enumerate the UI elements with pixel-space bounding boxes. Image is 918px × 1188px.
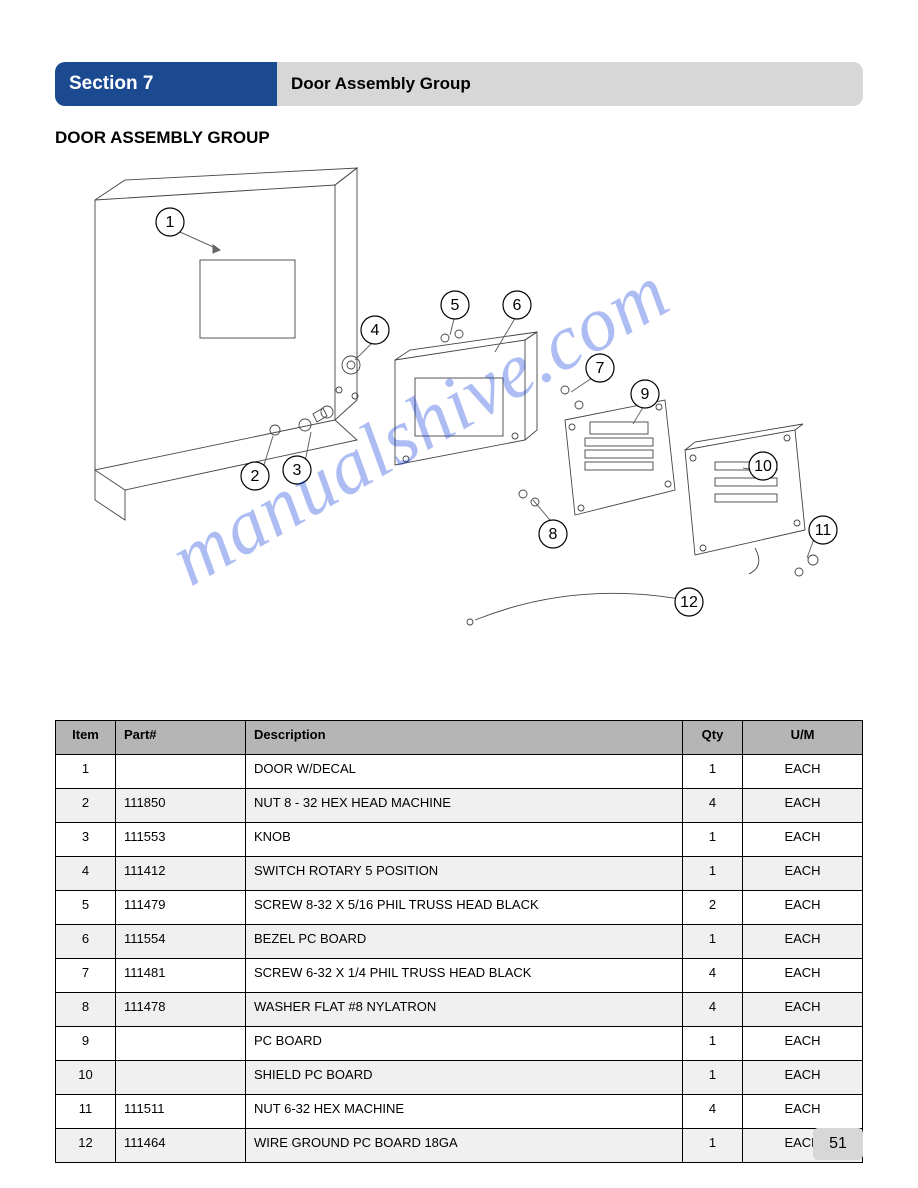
cell: EACH xyxy=(743,993,863,1027)
cell: EACH xyxy=(743,1061,863,1095)
cell: 4 xyxy=(683,959,743,993)
cell: EACH xyxy=(743,755,863,789)
callout-label-2: 2 xyxy=(251,468,260,485)
table-row: 12111464WIRE GROUND PC BOARD 18GA1EACH xyxy=(56,1129,863,1163)
cell: BEZEL PC BOARD xyxy=(246,925,683,959)
table-row: 11111511NUT 6-32 HEX MACHINE4EACH xyxy=(56,1095,863,1129)
table-row: 7111481SCREW 6-32 X 1/4 PHIL TRUSS HEAD … xyxy=(56,959,863,993)
table-row: 4111412SWITCH ROTARY 5 POSITION1EACH xyxy=(56,857,863,891)
table-row: 6111554BEZEL PC BOARD1EACH xyxy=(56,925,863,959)
table-row: 2111850NUT 8 - 32 HEX HEAD MACHINE4EACH xyxy=(56,789,863,823)
callout-label-3: 3 xyxy=(293,462,302,479)
cell: 1 xyxy=(56,755,116,789)
callout-label-6: 6 xyxy=(513,297,522,314)
cell: EACH xyxy=(743,857,863,891)
table-row: 8111478WASHER FLAT #8 NYLATRON4EACH xyxy=(56,993,863,1027)
cell: 3 xyxy=(56,823,116,857)
cell: SWITCH ROTARY 5 POSITION xyxy=(246,857,683,891)
table-row: 1DOOR W/DECAL1EACH xyxy=(56,755,863,789)
cell: 9 xyxy=(56,1027,116,1061)
cell: EACH xyxy=(743,1095,863,1129)
header-group-title: Door Assembly Group xyxy=(277,62,863,106)
cell: 2 xyxy=(683,891,743,925)
cell: 111554 xyxy=(116,925,246,959)
header-section: Section 7 xyxy=(55,62,277,106)
cell: 7 xyxy=(56,959,116,993)
cell: 4 xyxy=(683,789,743,823)
hdr-qty: Qty xyxy=(683,721,743,755)
cell: WIRE GROUND PC BOARD 18GA xyxy=(246,1129,683,1163)
cell: 1 xyxy=(683,1061,743,1095)
cell xyxy=(116,755,246,789)
parts-table-body: 1DOOR W/DECAL1EACH2111850NUT 8 - 32 HEX … xyxy=(56,755,863,1163)
callout-label-1: 1 xyxy=(166,214,175,231)
header-bar: Section 7 Door Assembly Group xyxy=(55,62,863,106)
cell: DOOR W/DECAL xyxy=(246,755,683,789)
callout-label-5: 5 xyxy=(451,297,460,314)
table-row: 3111553KNOB1EACH xyxy=(56,823,863,857)
cell: 1 xyxy=(683,823,743,857)
section-title: DOOR ASSEMBLY GROUP xyxy=(55,128,270,148)
cell: EACH xyxy=(743,925,863,959)
callout-label-7: 7 xyxy=(596,360,605,377)
callout-label-11: 11 xyxy=(815,522,832,539)
cell: 6 xyxy=(56,925,116,959)
hdr-desc: Description xyxy=(246,721,683,755)
cell: EACH xyxy=(743,959,863,993)
callout-label-9: 9 xyxy=(641,386,650,403)
cell xyxy=(116,1061,246,1095)
cell: 111479 xyxy=(116,891,246,925)
hdr-uom: U/M xyxy=(743,721,863,755)
cell: EACH xyxy=(743,789,863,823)
cell: 111850 xyxy=(116,789,246,823)
callout-label-12: 12 xyxy=(680,594,698,611)
callout-label-8: 8 xyxy=(549,526,558,543)
exploded-diagram: 123456789101112 xyxy=(55,160,855,680)
cell: KNOB xyxy=(246,823,683,857)
cell: 1 xyxy=(683,1129,743,1163)
cell: EACH xyxy=(743,823,863,857)
cell: 111464 xyxy=(116,1129,246,1163)
cell: PC BOARD xyxy=(246,1027,683,1061)
cell: NUT 6-32 HEX MACHINE xyxy=(246,1095,683,1129)
cell: 1 xyxy=(683,857,743,891)
cell: SHIELD PC BOARD xyxy=(246,1061,683,1095)
cell: 111553 xyxy=(116,823,246,857)
cell: 4 xyxy=(683,1095,743,1129)
table-row: 9 PC BOARD1EACH xyxy=(56,1027,863,1061)
cell: 4 xyxy=(56,857,116,891)
table-row: 10 SHIELD PC BOARD1EACH xyxy=(56,1061,863,1095)
hdr-part: Part# xyxy=(116,721,246,755)
cell: 111412 xyxy=(116,857,246,891)
callouts: 123456789101112 xyxy=(156,208,837,616)
cell: 12 xyxy=(56,1129,116,1163)
cell: 111481 xyxy=(116,959,246,993)
parts-table: Item Part# Description Qty U/M 1DOOR W/D… xyxy=(55,720,863,1163)
callout-label-10: 10 xyxy=(754,458,772,475)
cell: 1 xyxy=(683,755,743,789)
cell: EACH xyxy=(743,1027,863,1061)
cell: 1 xyxy=(683,925,743,959)
page-number: 51 xyxy=(813,1128,863,1160)
hdr-item: Item xyxy=(56,721,116,755)
cell: 111478 xyxy=(116,993,246,1027)
cell: 4 xyxy=(683,993,743,1027)
cell: 2 xyxy=(56,789,116,823)
cell: 10 xyxy=(56,1061,116,1095)
cell: WASHER FLAT #8 NYLATRON xyxy=(246,993,683,1027)
callout-label-4: 4 xyxy=(371,322,380,339)
cell: 11 xyxy=(56,1095,116,1129)
cell: 8 xyxy=(56,993,116,1027)
cell: 1 xyxy=(683,1027,743,1061)
cell: NUT 8 - 32 HEX HEAD MACHINE xyxy=(246,789,683,823)
cell xyxy=(116,1027,246,1061)
table-row: 5111479SCREW 8-32 X 5/16 PHIL TRUSS HEAD… xyxy=(56,891,863,925)
cell: EACH xyxy=(743,891,863,925)
cell: 5 xyxy=(56,891,116,925)
cell: SCREW 8-32 X 5/16 PHIL TRUSS HEAD BLACK xyxy=(246,891,683,925)
cell: 111511 xyxy=(116,1095,246,1129)
cell: SCREW 6-32 X 1/4 PHIL TRUSS HEAD BLACK xyxy=(246,959,683,993)
